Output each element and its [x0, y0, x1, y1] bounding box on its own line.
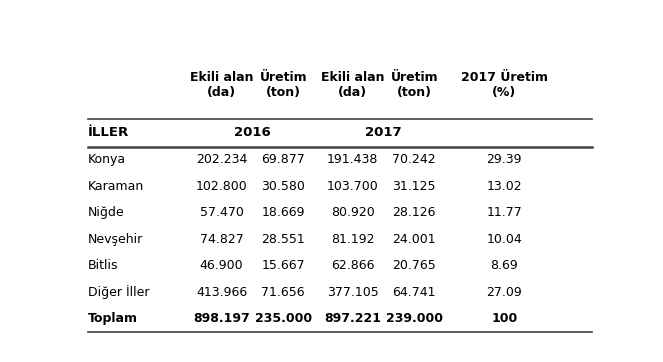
- Text: 46.900: 46.900: [200, 259, 243, 272]
- Text: 27.09: 27.09: [487, 286, 522, 299]
- Text: 57.470: 57.470: [200, 206, 243, 219]
- Text: 29.39: 29.39: [487, 153, 522, 166]
- Text: Konya: Konya: [88, 153, 126, 166]
- Text: 898.197: 898.197: [193, 312, 250, 325]
- Text: 64.741: 64.741: [392, 286, 436, 299]
- Text: 103.700: 103.700: [327, 180, 379, 193]
- Text: Niğde: Niğde: [88, 206, 125, 219]
- Text: 80.920: 80.920: [331, 206, 375, 219]
- Text: 20.765: 20.765: [392, 259, 436, 272]
- Text: Nevşehir: Nevşehir: [88, 233, 143, 246]
- Text: Karaman: Karaman: [88, 180, 145, 193]
- Text: 28.551: 28.551: [261, 233, 305, 246]
- Text: 239.000: 239.000: [386, 312, 443, 325]
- Text: 377.105: 377.105: [327, 286, 379, 299]
- Text: 2016: 2016: [234, 126, 271, 139]
- Text: 69.877: 69.877: [261, 153, 305, 166]
- Text: Diğer İller: Diğer İller: [88, 285, 150, 299]
- Text: 28.126: 28.126: [392, 206, 436, 219]
- Text: 31.125: 31.125: [392, 180, 436, 193]
- Text: 2017: 2017: [365, 126, 402, 139]
- Text: 62.866: 62.866: [331, 259, 375, 272]
- Text: 70.242: 70.242: [392, 153, 436, 166]
- Text: 191.438: 191.438: [327, 153, 379, 166]
- Text: 202.234: 202.234: [196, 153, 247, 166]
- Text: 11.77: 11.77: [487, 206, 522, 219]
- Text: 102.800: 102.800: [196, 180, 247, 193]
- Text: Ekili alan
(da): Ekili alan (da): [190, 71, 253, 99]
- Text: 24.001: 24.001: [392, 233, 436, 246]
- Text: Ekili alan
(da): Ekili alan (da): [321, 71, 385, 99]
- Text: 100: 100: [491, 312, 517, 325]
- Text: 8.69: 8.69: [491, 259, 518, 272]
- Text: 2017 Üretim
(%): 2017 Üretim (%): [461, 71, 548, 99]
- Text: Üretim
(ton): Üretim (ton): [259, 71, 307, 99]
- Text: 10.04: 10.04: [487, 233, 522, 246]
- Text: Toplam: Toplam: [88, 312, 138, 325]
- Text: 71.656: 71.656: [261, 286, 305, 299]
- Text: 13.02: 13.02: [487, 180, 522, 193]
- Text: 413.966: 413.966: [196, 286, 247, 299]
- Text: 897.221: 897.221: [324, 312, 381, 325]
- Text: 235.000: 235.000: [255, 312, 312, 325]
- Text: Üretim
(ton): Üretim (ton): [391, 71, 438, 99]
- Text: İLLER: İLLER: [88, 126, 129, 139]
- Text: 81.192: 81.192: [331, 233, 375, 246]
- Text: 18.669: 18.669: [261, 206, 305, 219]
- Text: 15.667: 15.667: [261, 259, 305, 272]
- Text: 30.580: 30.580: [261, 180, 305, 193]
- Text: 74.827: 74.827: [200, 233, 243, 246]
- Text: Bitlis: Bitlis: [88, 259, 119, 272]
